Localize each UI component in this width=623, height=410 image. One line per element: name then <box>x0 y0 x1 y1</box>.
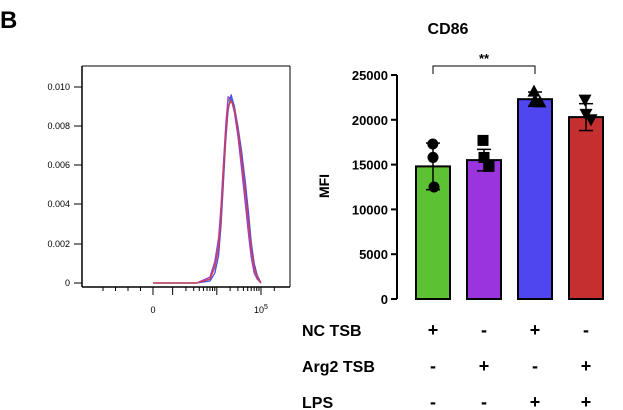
bar-chart-panel: 0 5000 10000 15000 20000 25000 MFI ** <box>316 51 604 307</box>
condition-symbol: + <box>479 356 490 376</box>
bar <box>568 116 604 300</box>
histogram-curve <box>153 100 262 284</box>
bar-chart-error-bars <box>426 91 593 191</box>
histogram-y-tick-label: 0.010 <box>47 82 70 92</box>
bar <box>466 159 502 300</box>
significance-line <box>432 65 536 75</box>
condition-symbol: + <box>428 320 439 340</box>
bar-chart-y-tick-label: 20000 <box>352 113 388 128</box>
condition-label: NC TSB <box>302 323 362 340</box>
condition-symbol: + <box>581 356 592 376</box>
histogram-x-tick-superscript: 5 <box>264 304 268 311</box>
condition-symbol: - <box>583 320 589 340</box>
histogram-y-ticks: 0.010 0.008 0.006 0.004 0.002 0 <box>47 82 82 288</box>
data-point <box>483 160 495 172</box>
bar-chart-y-tick-label: 15000 <box>352 158 388 173</box>
bar-chart-points <box>427 84 598 193</box>
condition-symbol: + <box>581 392 592 410</box>
condition-symbol: + <box>530 320 541 340</box>
histogram-x-tick-label-zero: 0 <box>150 305 155 315</box>
data-point <box>428 181 440 193</box>
bar-chart-y-label: MFI <box>316 174 332 198</box>
histogram-y-tick-label: 0.006 <box>47 160 70 170</box>
histogram-panel: 0.010 0.008 0.006 0.004 0.002 0 0 105 <box>47 65 291 315</box>
significance-label: ** <box>479 51 490 66</box>
condition-symbol: - <box>481 392 487 410</box>
condition-symbol: - <box>430 392 436 410</box>
data-point <box>427 138 439 150</box>
condition-symbol: - <box>532 356 538 376</box>
bar-chart-y-tick-label: 10000 <box>352 202 388 217</box>
condition-table: NC TSB Arg2 TSB LPS + - + - - + - + - - … <box>302 320 591 410</box>
bar-chart-y-tick-label: 5000 <box>359 247 388 262</box>
data-point <box>533 95 547 108</box>
histogram-x-tick-label-ten: 105 <box>254 304 268 315</box>
panel-label: B <box>0 7 17 34</box>
histogram-curves <box>153 94 262 284</box>
data-point <box>427 151 439 163</box>
significance-bracket: ** <box>432 51 536 75</box>
condition-label: LPS <box>302 395 333 410</box>
histogram-frame <box>81 65 291 288</box>
bar-chart-bars <box>415 98 604 300</box>
histogram-x-ticks <box>102 287 275 295</box>
data-point <box>478 151 490 163</box>
data-point <box>584 114 598 127</box>
bar-chart-y-tick-label: 0 <box>381 292 388 307</box>
histogram-x-tick-label-base: 10 <box>254 305 264 315</box>
histogram-y-tick-label: 0 <box>65 278 70 288</box>
histogram-y-tick-label: 0.004 <box>47 199 70 209</box>
data-point <box>578 94 592 107</box>
data-point <box>527 84 541 97</box>
condition-symbol: - <box>481 320 487 340</box>
chart-title: CD86 <box>428 21 469 38</box>
histogram-y-tick-label: 0.008 <box>47 121 70 131</box>
condition-label: Arg2 TSB <box>302 359 375 376</box>
bar <box>517 98 553 300</box>
condition-symbol: + <box>530 392 541 410</box>
histogram-y-tick-label: 0.002 <box>47 239 70 249</box>
bar-chart-y-tick-label: 25000 <box>352 68 388 83</box>
data-point <box>477 134 489 146</box>
histogram-curve <box>153 96 262 284</box>
bar-chart-y-ticks: 0 5000 10000 15000 20000 25000 <box>352 68 397 307</box>
condition-symbol: - <box>430 356 436 376</box>
